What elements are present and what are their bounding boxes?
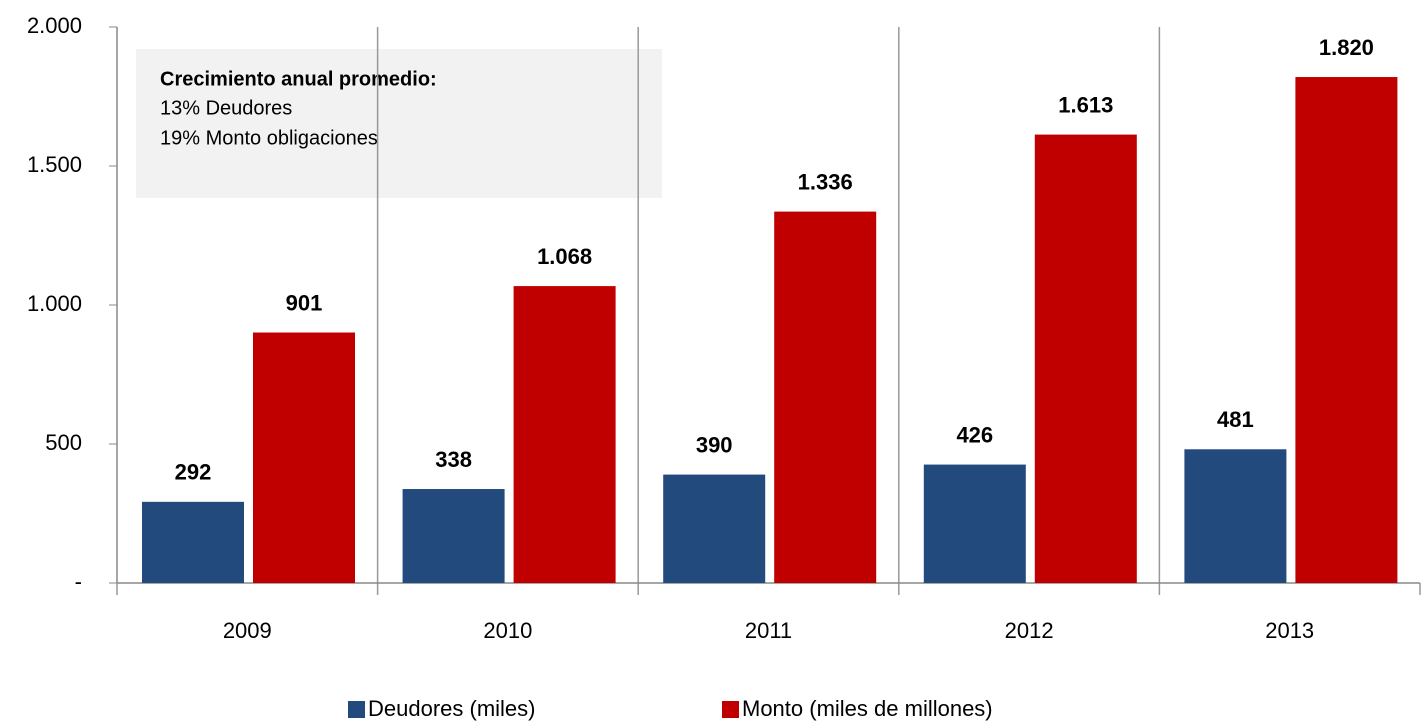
bar [923,464,1026,583]
legend-label: Monto (miles de millones) [742,696,993,721]
bar [1295,77,1398,583]
legend-swatch [348,701,365,718]
bar [663,474,766,583]
annotation-title: Crecimiento anual promedio: [160,68,437,90]
data-label: 390 [696,432,733,457]
bar [1034,134,1137,583]
data-label: 1.336 [798,169,853,194]
y-tick-label: 1.500 [27,152,82,177]
y-tick-label: 1.000 [27,291,82,316]
y-tick-label: 500 [45,430,82,455]
bar [513,286,616,583]
bar [253,332,355,583]
x-tick-label: 2009 [223,618,272,643]
x-tick-label: 2010 [483,618,532,643]
data-label: 1.613 [1058,92,1113,117]
legend-label: Deudores (miles) [368,696,536,721]
y-tick-label: 2.000 [27,13,82,38]
x-tick-label: 2013 [1265,618,1314,643]
annotation-line: 19% Monto obligaciones [160,127,378,149]
x-tick-label: 2011 [745,618,792,643]
bar [402,489,505,583]
data-label: 426 [956,422,993,447]
data-label: 292 [175,460,212,485]
bar [142,501,244,583]
y-tick-label: - [75,569,82,594]
data-label: 481 [1217,407,1254,432]
data-label: 338 [435,447,472,472]
bar [774,211,877,584]
data-label: 1.068 [537,244,592,269]
data-label: 901 [286,290,323,315]
annotation-box [136,49,662,198]
bar [1184,449,1287,583]
annotation-line: 13% Deudores [160,97,292,119]
x-tick-label: 2012 [1005,618,1054,643]
data-label: 1.820 [1319,35,1374,60]
legend-swatch [722,701,739,718]
